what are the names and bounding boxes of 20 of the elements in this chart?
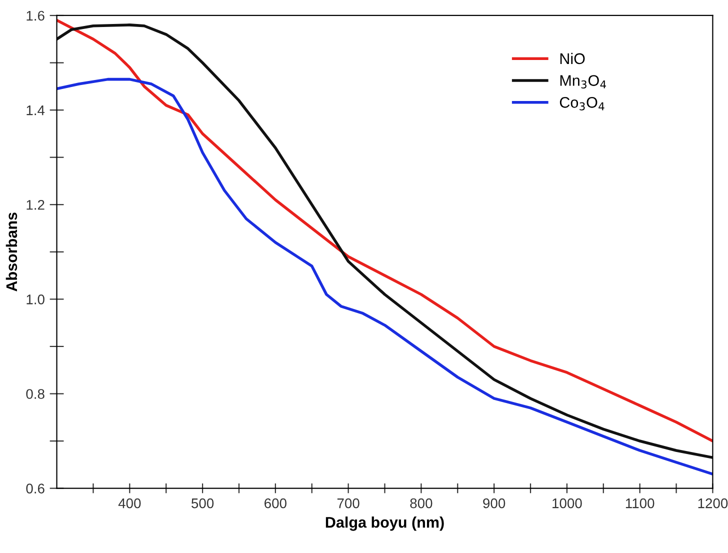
y-tick-label: 0.8 xyxy=(26,389,44,399)
y-tick-label: 1.4 xyxy=(26,106,45,116)
x-tick-label: 900 xyxy=(483,498,506,508)
x-tick-label: 400 xyxy=(118,498,141,508)
x-tick-label: 600 xyxy=(264,498,286,508)
y-tick-label: 1.0 xyxy=(26,294,44,304)
y-tick-label: 1.6 xyxy=(26,10,44,21)
y-axis-title: Absorbans xyxy=(6,212,18,292)
x-tick-label: 1100 xyxy=(626,498,654,508)
y-tick-label: 1.2 xyxy=(26,200,44,210)
legend-label: NiO xyxy=(560,52,585,64)
x-axis-title: Dalga boyu (nm) xyxy=(326,516,444,531)
x-tick-label: 1000 xyxy=(552,498,582,508)
x-tick-label: 1200 xyxy=(698,498,728,508)
x-tick-label: 500 xyxy=(192,498,214,508)
legend-label: Mn$_{3}$O$_{4}$ xyxy=(560,75,606,88)
x-tick-label: 800 xyxy=(410,498,432,508)
legend-label: Co$_{3}$O$_{4}$ xyxy=(560,97,604,110)
y-tick-label: 0.6 xyxy=(26,484,44,494)
x-tick-label: 700 xyxy=(337,498,360,508)
